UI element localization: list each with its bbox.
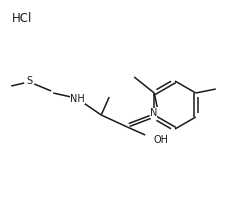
Text: NH: NH [70, 94, 85, 104]
Text: N: N [150, 108, 157, 118]
Text: HCl: HCl [12, 12, 32, 25]
Text: OH: OH [153, 135, 168, 145]
Text: S: S [26, 76, 32, 86]
